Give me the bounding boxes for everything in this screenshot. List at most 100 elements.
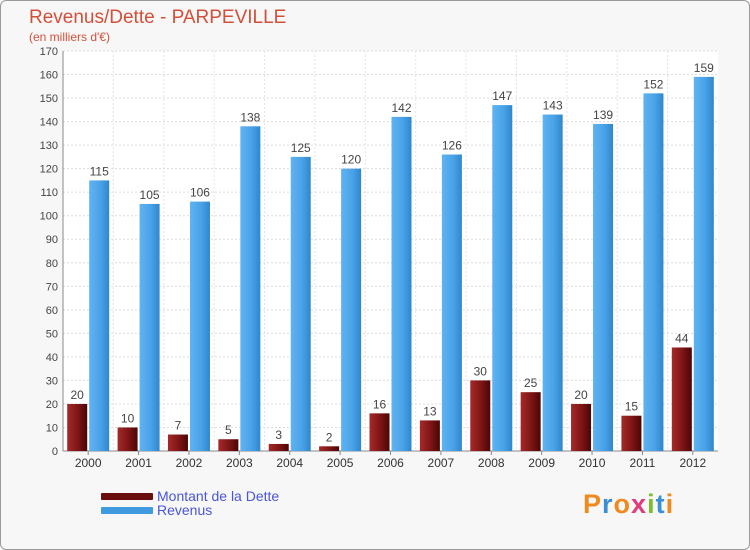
bar-dette — [319, 446, 340, 451]
y-tick-label: 130 — [40, 140, 58, 152]
data-label-dette: 2 — [326, 430, 333, 444]
x-tick-label: 2002 — [176, 456, 203, 470]
x-tick-label: 2008 — [478, 456, 505, 470]
bar-revenus — [189, 201, 210, 451]
legend-swatch-revenus — [101, 506, 153, 514]
bar-revenus — [240, 126, 261, 451]
bar-dette — [117, 427, 138, 451]
x-tick-label: 2005 — [327, 456, 354, 470]
data-label-dette: 16 — [373, 397, 387, 411]
bar-revenus — [290, 156, 311, 451]
proxiti-logo[interactable]: Proxiti — [583, 489, 674, 520]
y-tick-label: 80 — [46, 258, 58, 270]
x-tick-label: 2011 — [630, 456, 656, 470]
logo-letter: P — [583, 489, 603, 519]
data-label-revenus: 159 — [694, 61, 714, 75]
bar-revenus — [139, 203, 160, 451]
y-tick-label: 60 — [46, 305, 58, 317]
bar-revenus — [693, 76, 714, 451]
x-tick-label: 2010 — [579, 456, 606, 470]
chart-title: Revenus/Dette - PARPEVILLE — [29, 7, 287, 28]
data-label-dette: 3 — [275, 428, 282, 442]
y-tick-label: 30 — [46, 375, 58, 387]
bar-dette — [571, 403, 592, 451]
data-label-revenus: 125 — [291, 141, 311, 155]
bar-dette — [167, 434, 188, 451]
data-label-dette: 20 — [71, 388, 85, 402]
legend-label-revenus: Revenus — [157, 502, 213, 518]
data-label-revenus: 142 — [391, 101, 411, 115]
y-tick-label: 170 — [40, 46, 58, 58]
y-tick-label: 20 — [46, 399, 58, 411]
data-label-revenus: 120 — [341, 153, 361, 167]
data-label-dette: 25 — [524, 376, 538, 390]
bar-revenus — [643, 93, 664, 452]
bar-dette — [369, 413, 390, 451]
data-label-revenus: 126 — [442, 139, 462, 153]
y-tick-label: 50 — [46, 328, 58, 340]
data-label-dette: 5 — [225, 423, 232, 437]
logo-letter: r — [602, 489, 614, 519]
logo-letter: o — [613, 489, 632, 519]
y-tick-label: 160 — [40, 70, 58, 82]
bar-revenus — [341, 168, 362, 451]
data-label-revenus: 152 — [643, 77, 663, 91]
y-tick-label: 120 — [40, 164, 58, 176]
x-tick-label: 2012 — [679, 456, 706, 470]
data-label-revenus: 139 — [593, 108, 613, 122]
bar-dette — [218, 439, 239, 451]
x-tick-label: 2004 — [276, 456, 303, 470]
logo-letter: x — [631, 489, 648, 519]
y-tick-label: 70 — [46, 281, 58, 293]
y-tick-label: 0 — [52, 446, 58, 458]
bar-revenus — [441, 154, 462, 451]
bar-revenus — [542, 114, 563, 451]
data-label-dette: 44 — [675, 331, 689, 345]
data-label-dette: 20 — [574, 388, 588, 402]
logo-letter: t — [655, 489, 666, 519]
legend-label-dette: Montant de la Dette — [157, 488, 280, 504]
legend-item-dette[interactable]: Montant de la Dette — [101, 488, 279, 504]
data-label-dette: 15 — [625, 400, 639, 414]
data-label-revenus: 147 — [492, 89, 512, 103]
y-tick-label: 40 — [46, 352, 58, 364]
bar-dette — [470, 380, 491, 451]
y-tick-label: 150 — [40, 93, 58, 105]
data-label-dette: 10 — [121, 411, 135, 425]
x-tick-label: 2001 — [125, 456, 152, 470]
bar-dette — [268, 443, 289, 451]
bar-revenus — [89, 180, 110, 452]
x-tick-label: 2000 — [75, 456, 102, 470]
x-tick-label: 2003 — [226, 456, 253, 470]
bar-revenus — [593, 123, 614, 452]
data-label-revenus: 106 — [190, 186, 210, 200]
data-label-revenus: 143 — [543, 99, 563, 113]
y-tick-label: 10 — [46, 422, 58, 434]
bar-dette — [419, 420, 440, 451]
data-label-revenus: 105 — [140, 188, 160, 202]
legend-swatch-dette — [101, 492, 153, 500]
data-label-dette: 7 — [175, 419, 182, 433]
y-tick-label: 90 — [46, 234, 58, 246]
data-label-dette: 30 — [474, 364, 488, 378]
x-tick-label: 2007 — [428, 456, 455, 470]
data-label-dette: 13 — [423, 404, 437, 418]
legend-item-revenus[interactable]: Revenus — [101, 502, 212, 518]
bar-dette — [520, 392, 541, 451]
data-label-revenus: 138 — [240, 110, 260, 124]
bar-revenus — [492, 105, 513, 451]
logo-letter: i — [665, 489, 675, 519]
logo-letter: i — [647, 489, 656, 519]
data-label-revenus: 115 — [90, 164, 109, 178]
bar-dette — [67, 403, 88, 451]
y-tick-label: 100 — [40, 211, 58, 223]
bar-dette — [621, 415, 642, 451]
chart-subtitle: (en milliers d'€) — [29, 30, 110, 44]
bar-dette — [671, 347, 692, 451]
y-tick-label: 110 — [40, 187, 58, 199]
x-tick-label: 2006 — [377, 456, 404, 470]
y-tick-label: 140 — [40, 117, 58, 129]
bar-revenus — [391, 116, 412, 451]
